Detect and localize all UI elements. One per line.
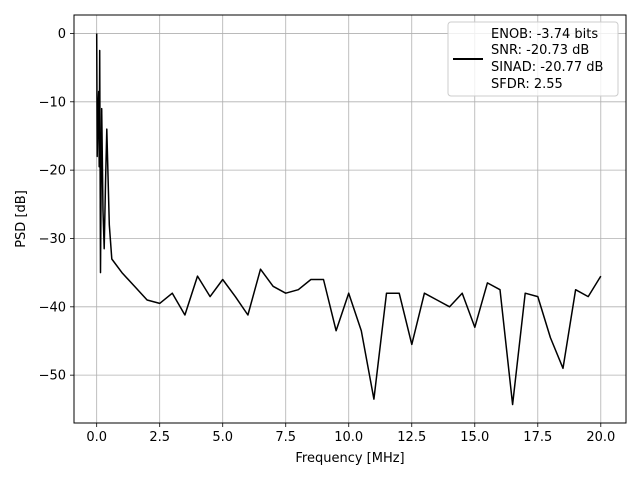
x-tick-label: 7.5: [275, 430, 296, 445]
y-tick-label: 0: [58, 27, 66, 42]
x-axis-ticks: 0.0 2.5 5.0 7.5 10.0 12.5 15.0 17.5 20.0: [86, 423, 615, 445]
x-tick-label: 15.0: [460, 430, 489, 445]
y-tick-label: −40: [39, 300, 66, 315]
x-tick-label: 2.5: [149, 430, 170, 445]
psd-series-line: [95, 33, 602, 406]
legend: ENOB: -3.74 bits SNR: -20.73 dB SINAD: -…: [447, 21, 619, 97]
x-tick-label: 12.5: [397, 430, 426, 445]
y-tick-label: −10: [39, 95, 66, 110]
y-tick-label: −30: [39, 232, 66, 247]
legend-sfdr: SFDR: 2.55: [491, 77, 563, 92]
legend-sinad: SINAD: -20.77 dB: [491, 60, 603, 75]
y-tick-label: −50: [39, 369, 66, 384]
x-tick-label: 20.0: [586, 430, 615, 445]
x-tick-label: 10.0: [334, 430, 363, 445]
x-tick-label: 5.0: [212, 430, 233, 445]
x-axis-label: Frequency [MHz]: [295, 451, 404, 466]
y-axis-ticks: 0 −10 −20 −30 −40 −50: [39, 27, 74, 384]
y-axis-label: PSD [dB]: [14, 190, 29, 248]
legend-box: [447, 21, 619, 97]
y-tick-label: −20: [39, 164, 66, 179]
x-tick-label: 17.5: [523, 430, 552, 445]
legend-enob: ENOB: -3.74 bits: [491, 27, 598, 42]
psd-trace: [95, 33, 602, 406]
legend-snr: SNR: -20.73 dB: [491, 43, 589, 58]
plot-frame: [73, 14, 627, 424]
x-tick-label: 0.0: [86, 430, 107, 445]
